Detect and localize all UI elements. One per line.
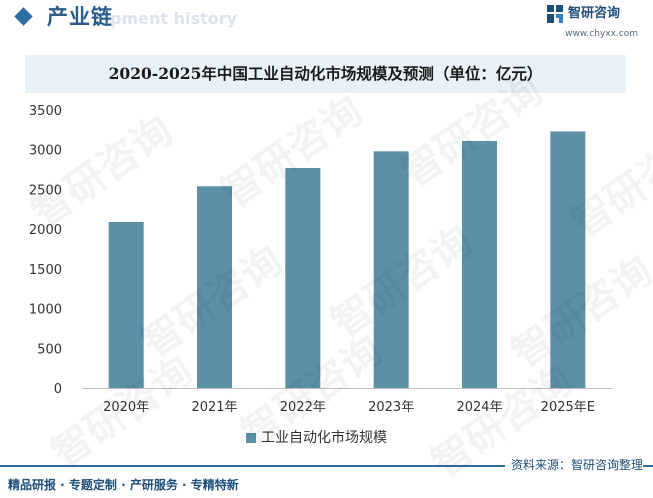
legend-label: 工业自动化市场规模 — [261, 430, 387, 446]
y-tick-label: 3500 — [29, 104, 62, 119]
x-tick-label: 2022年 — [280, 400, 326, 415]
section-subtitle: pment history — [110, 9, 237, 28]
legend-swatch — [246, 433, 256, 443]
bar-6 — [550, 131, 586, 388]
brand-logo-icon — [547, 5, 563, 23]
header: 产业链 pment history 智研咨询 www.chyxx.com — [0, 0, 653, 44]
brand-name: 智研咨询 — [568, 6, 621, 21]
bar-2 — [197, 186, 232, 388]
brand: 智研咨询 www.chyxx.com — [546, 4, 638, 40]
bar-chart: 0 500 1000 1500 2000 2500 3000 3500 2020年 2021年 20… — [29, 104, 612, 415]
brand-url: www.chyxx.com — [565, 29, 638, 39]
source-note: 资料来源：智研咨询整理 — [504, 457, 643, 473]
footer-slogan: 精品研报 · 专题定制 · 产研服务 · 专精特新 — [8, 478, 239, 492]
y-tick-label: 1500 — [29, 263, 62, 278]
footer-divider — [0, 465, 474, 467]
bar-4 — [373, 151, 409, 388]
x-tick-label: 2024年 — [456, 400, 502, 415]
section-title: 产业链 — [47, 5, 113, 29]
diamond-icon — [14, 7, 33, 26]
chart-title-band: 2020-2025年中国工业自动化市场规模及预测（单位：亿元） — [25, 55, 626, 93]
bar-1 — [108, 221, 144, 388]
chart-title: 2020-2025年中国工业自动化市场规模及预测（单位：亿元） — [108, 64, 543, 83]
y-tick-label: 2000 — [29, 223, 62, 238]
x-tick-label: 2020年 — [103, 400, 149, 415]
x-tick-label: 2023年 — [368, 400, 414, 415]
y-tick-label: 500 — [37, 342, 62, 357]
y-tick-label: 3000 — [29, 144, 62, 159]
y-tick-label: 0 — [54, 382, 62, 397]
y-tick-label: 2500 — [29, 183, 62, 198]
y-tick-label: 1000 — [29, 303, 62, 318]
x-tick-label: 2021年 — [191, 400, 237, 415]
bar-5 — [462, 140, 497, 388]
x-tick-label: 2025年E — [541, 400, 595, 415]
bar-3 — [285, 167, 321, 388]
